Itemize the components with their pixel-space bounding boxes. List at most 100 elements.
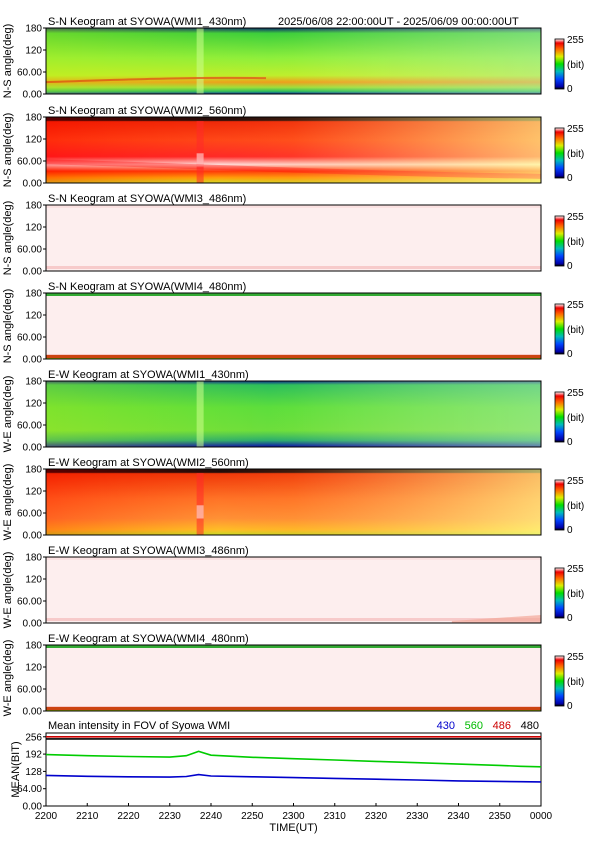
colorbar [554,479,565,531]
keogram-panel-2: S-N Keogram at SYOWA(WMI2_560nm) 180 120 60… [2,105,584,190]
y-tick-label: 0.00 [23,802,43,813]
x-tick-label: 2200 [35,811,58,822]
y-tick-label: 120 [25,46,42,57]
y-tick-label: 0.00 [23,531,43,542]
y-tick-label: 0.00 [23,355,43,366]
colorbar-min-label: 0 [567,525,573,536]
x-tick-label: 2250 [241,811,264,822]
y-axis-label: MEAN(BIT) [10,741,22,797]
x-tick-label: 2340 [447,811,470,822]
colorbar [554,391,565,443]
legend-560: 560 [465,720,483,732]
y-tick-label: 192 [25,750,42,761]
y-tick-label: 60.00 [17,421,42,432]
y-axis-label: W-E angle(deg) [2,640,14,717]
colorbar-max-label: 255 [567,124,584,135]
panel-title: E-W Keogram at SYOWA(WMI4_480nm) [48,633,249,645]
y-tick-label: 120 [25,663,42,674]
y-tick-label: 120 [25,311,42,322]
x-axis-label: TIME(UT) [269,822,317,834]
colorbar [554,303,565,355]
colorbar-min-label: 0 [567,349,573,360]
keogram-panel-8: E-W Keogram at SYOWA(WMI4_480nm) 180 120 60… [2,633,584,718]
legend-480: 480 [521,720,539,732]
y-tick-label: 60.00 [17,597,42,608]
colorbar [554,215,565,267]
panel-title: S-N Keogram at SYOWA(WMI4_480nm) [48,281,246,293]
colorbar-unit-label: (bit) [567,677,584,688]
y-tick-label: 180 [25,24,42,35]
panel-frame [45,27,542,95]
panel-title: S-N Keogram at SYOWA(WMI2_560nm) [48,105,246,117]
y-axis-label: N-S angle(deg) [2,289,14,364]
panel-title: E-W Keogram at SYOWA(WMI3_486nm) [48,545,249,557]
x-tick-label: 2350 [489,811,512,822]
keogram-panel-7: E-W Keogram at SYOWA(WMI3_486nm) 180 120 60… [2,545,584,630]
y-tick-label: 128 [25,767,42,778]
x-tick-label: 2240 [200,811,223,822]
y-tick-label: 180 [25,113,42,124]
y-tick-label: 180 [25,465,42,476]
colorbar [554,38,565,90]
y-tick-label: 120 [25,223,42,234]
keogram-image [46,557,541,623]
colorbar-unit-label: (bit) [567,237,584,248]
panel-title: Mean intensity in FOV of Syowa WMI [48,720,230,732]
plot-frame [45,732,542,807]
colorbar-min-label: 0 [567,701,573,712]
colorbar-max-label: 255 [567,388,584,399]
y-tick-label: 180 [25,201,42,212]
keogram-image [46,645,541,711]
x-tick-label: 2220 [117,811,140,822]
y-tick-label: 0.00 [23,179,43,190]
colorbar [554,655,565,707]
panel-frame [45,204,542,272]
keogram-panel-4: S-N Keogram at SYOWA(WMI4_480nm) 180 120 60… [2,281,584,366]
y-tick-label: 60.00 [17,157,42,168]
colorbar-unit-label: (bit) [567,149,584,160]
x-tick-label: 0000 [530,811,553,822]
colorbar-unit-label: (bit) [567,501,584,512]
y-tick-label: 60.00 [17,245,42,256]
colorbar-max-label: 255 [567,212,584,223]
colorbar [554,567,565,619]
y-tick-label: 120 [25,575,42,586]
x-tick-label: 2300 [282,811,305,822]
colorbar [554,127,565,179]
panel-frame [45,468,542,536]
keogram-panel-3: S-N Keogram at SYOWA(WMI3_486nm) 180 120 60… [2,193,584,278]
y-tick-label: 0.00 [23,707,43,718]
legend-486: 486 [493,720,511,732]
x-tick-label: 2210 [76,811,99,822]
colorbar-unit-label: (bit) [567,325,584,336]
y-tick-label: 180 [25,553,42,564]
keogram-panel-1: S-N Keogram at SYOWA(WMI1_430nm) 180 120 60… [2,16,584,101]
colorbar-max-label: 255 [567,652,584,663]
y-axis-label: N-S angle(deg) [2,201,14,276]
y-tick-label: 120 [25,487,42,498]
y-tick-label: 64.00 [17,784,42,795]
panel-frame [45,292,542,360]
y-tick-label: 180 [25,289,42,300]
colorbar-max-label: 255 [567,564,584,575]
colorbar-min-label: 0 [567,84,573,95]
colorbar-max-label: 255 [567,300,584,311]
panel-title: E-W Keogram at SYOWA(WMI2_560nm) [48,457,249,469]
y-tick-label: 0.00 [23,90,43,101]
colorbar-min-label: 0 [567,173,573,184]
keogram-image [46,293,541,359]
y-axis-label: W-E angle(deg) [2,376,14,453]
y-tick-label: 120 [25,399,42,410]
y-tick-label: 0.00 [23,443,43,454]
panel-frame [45,116,542,184]
y-tick-label: 60.00 [17,685,42,696]
series-line-430 [45,773,542,783]
y-tick-label: 0.00 [23,267,43,278]
y-tick-label: 256 [25,732,42,743]
keogram-panel-6: E-W Keogram at SYOWA(WMI2_560nm) 180 120 60… [2,457,584,542]
mean-intensity-panel: Mean intensity in FOV of Syowa WMI 480 486… [10,720,553,834]
y-tick-label: 180 [25,641,42,652]
x-tick-label: 2320 [365,811,388,822]
panel-frame [45,380,542,448]
